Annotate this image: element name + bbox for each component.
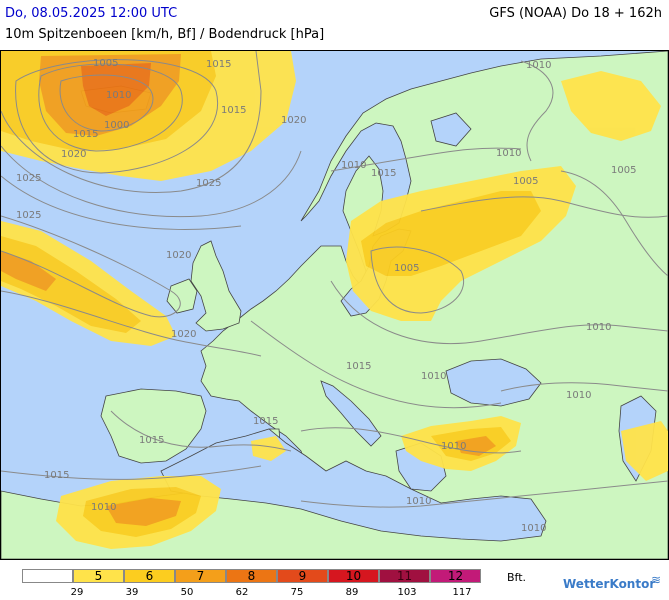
legend-tick: 39 xyxy=(125,587,139,598)
isobar-label: 1010 xyxy=(496,148,521,159)
legend-tick: 89 xyxy=(345,587,359,598)
isobar-1015-central xyxy=(250,320,502,409)
gust-bf6-atlantic-mid xyxy=(1,236,141,333)
isobar-1010-east xyxy=(420,196,668,218)
isobar-1010-south xyxy=(300,480,668,508)
isobar-1015-baltic xyxy=(330,147,522,172)
gust-bf5-east xyxy=(621,421,668,481)
isobar-label: 1010 xyxy=(586,322,611,333)
legend-tick: 75 xyxy=(290,587,304,598)
legend-tick: 29 xyxy=(70,587,84,598)
isobar-1005 xyxy=(38,63,183,152)
isobar-label: 1015 xyxy=(346,361,371,372)
legend-cell-12: 12 xyxy=(430,569,481,583)
isobar-1005-baltic xyxy=(370,246,464,314)
legend-cell-0 xyxy=(22,569,73,583)
brand-logo[interactable]: WetterKontor xyxy=(563,577,656,591)
isobar-label: 1015 xyxy=(221,105,246,116)
isobar-1010-arctic xyxy=(520,60,554,162)
isobar-label: 1015 xyxy=(206,59,231,70)
isobar-labels: 1000 1005 1010 1015 1020 1025 1015 1025 … xyxy=(16,58,636,534)
isobar-label: 1015 xyxy=(44,470,69,481)
weather-map: 1000 1005 1010 1015 1020 1025 1015 1025 … xyxy=(0,50,669,560)
isobar-1010-med xyxy=(300,427,522,454)
legend-cell-9: 9 xyxy=(277,569,328,583)
isobar-1020 xyxy=(1,145,302,218)
isobar-label: 1010 xyxy=(91,502,116,513)
isobar-label: 1015 xyxy=(139,435,164,446)
legend-cell-11: 11 xyxy=(379,569,430,583)
isobar-label: 1020 xyxy=(281,115,306,126)
wind-icon: ≋ xyxy=(651,573,662,587)
isobar-label: 1015 xyxy=(253,416,278,427)
isobar-label: 1005 xyxy=(394,263,419,274)
isobar-1000 xyxy=(59,74,154,132)
isobars xyxy=(1,51,668,508)
gust-bf8-atlantic-north xyxy=(81,63,151,116)
legend-tick: 117 xyxy=(452,587,472,598)
isobar-label: 1010 xyxy=(566,390,591,401)
gust-bf5-arctic-russia xyxy=(561,71,661,141)
isobar-label: 1010 xyxy=(526,60,551,71)
land-iberia xyxy=(100,388,207,464)
black-sea xyxy=(445,358,542,407)
isobar-1015 xyxy=(1,51,262,193)
isobar-label: 1020 xyxy=(61,149,86,160)
isobar-label: 1020 xyxy=(166,250,191,261)
legend-cell-5: 5 xyxy=(73,569,124,583)
gust-bf7-greece-turkey xyxy=(456,436,496,456)
white-sea xyxy=(430,112,472,147)
isobar-label: 1025 xyxy=(196,178,221,189)
isobar-label: 1010 xyxy=(341,160,366,171)
isobar-1025-north xyxy=(1,175,242,230)
gust-bf7-north-africa xyxy=(106,498,181,526)
isobar-label: 1015 xyxy=(371,168,396,179)
gust-bf5-alps xyxy=(251,436,286,461)
legend-tick: 103 xyxy=(397,587,417,598)
isobar-label: 1010 xyxy=(421,371,446,382)
isobar-label: 1025 xyxy=(16,173,41,184)
legend-unit: Bft. xyxy=(507,571,527,584)
legend-cell-8: 8 xyxy=(226,569,277,583)
isobar-label: 1025 xyxy=(16,210,41,221)
legend-tick: 62 xyxy=(235,587,249,598)
map-subtitle: 10m Spitzenboeen [km/h, Bf] / Bodendruck… xyxy=(5,27,325,42)
legend-cell-10: 10 xyxy=(328,569,379,583)
legend-tick: 50 xyxy=(180,587,194,598)
land-great-britain xyxy=(190,240,242,332)
isobar-label: 1010 xyxy=(521,523,546,534)
isobar-label: 1000 xyxy=(104,120,129,131)
isobar-1010 xyxy=(15,59,219,174)
legend-cell-6: 6 xyxy=(124,569,175,583)
isobar-label: 1010 xyxy=(106,90,131,101)
land-ireland xyxy=(166,278,198,314)
forecast-date: Do, 08.05.2025 12:00 UTC xyxy=(5,6,178,21)
gust-bf6-baltic xyxy=(361,191,541,276)
legend-cell-7: 7 xyxy=(175,569,226,583)
gust-fields xyxy=(1,51,668,549)
isobar-1005-russia xyxy=(560,170,668,277)
isobar-1020-mid xyxy=(1,290,262,357)
isobar-label: 1005 xyxy=(93,58,118,69)
gust-legend: 5 6 7 8 9 10 11 12 xyxy=(22,569,481,585)
isobar-label: 1005 xyxy=(513,176,538,187)
isobar-label: 1010 xyxy=(406,496,431,507)
isobar-1025-mid xyxy=(1,215,181,318)
isobar-1010-turkey xyxy=(500,382,668,392)
model-run-label: GFS (NOAA) Do 18 + 162h xyxy=(489,6,662,21)
isobar-1015-iberia xyxy=(110,410,292,452)
isobar-label: 1010 xyxy=(441,441,466,452)
isobar-label: 1005 xyxy=(611,165,636,176)
isobar-1015-africa xyxy=(1,465,262,480)
isobar-label: 1020 xyxy=(171,329,196,340)
gust-bf7-atlantic-mid xyxy=(1,251,56,291)
isobar-1010-europe xyxy=(330,280,668,344)
isobar-label: 1015 xyxy=(73,129,98,140)
map-canvas: 1000 1005 1010 1015 1020 1025 1015 1025 … xyxy=(1,51,668,559)
